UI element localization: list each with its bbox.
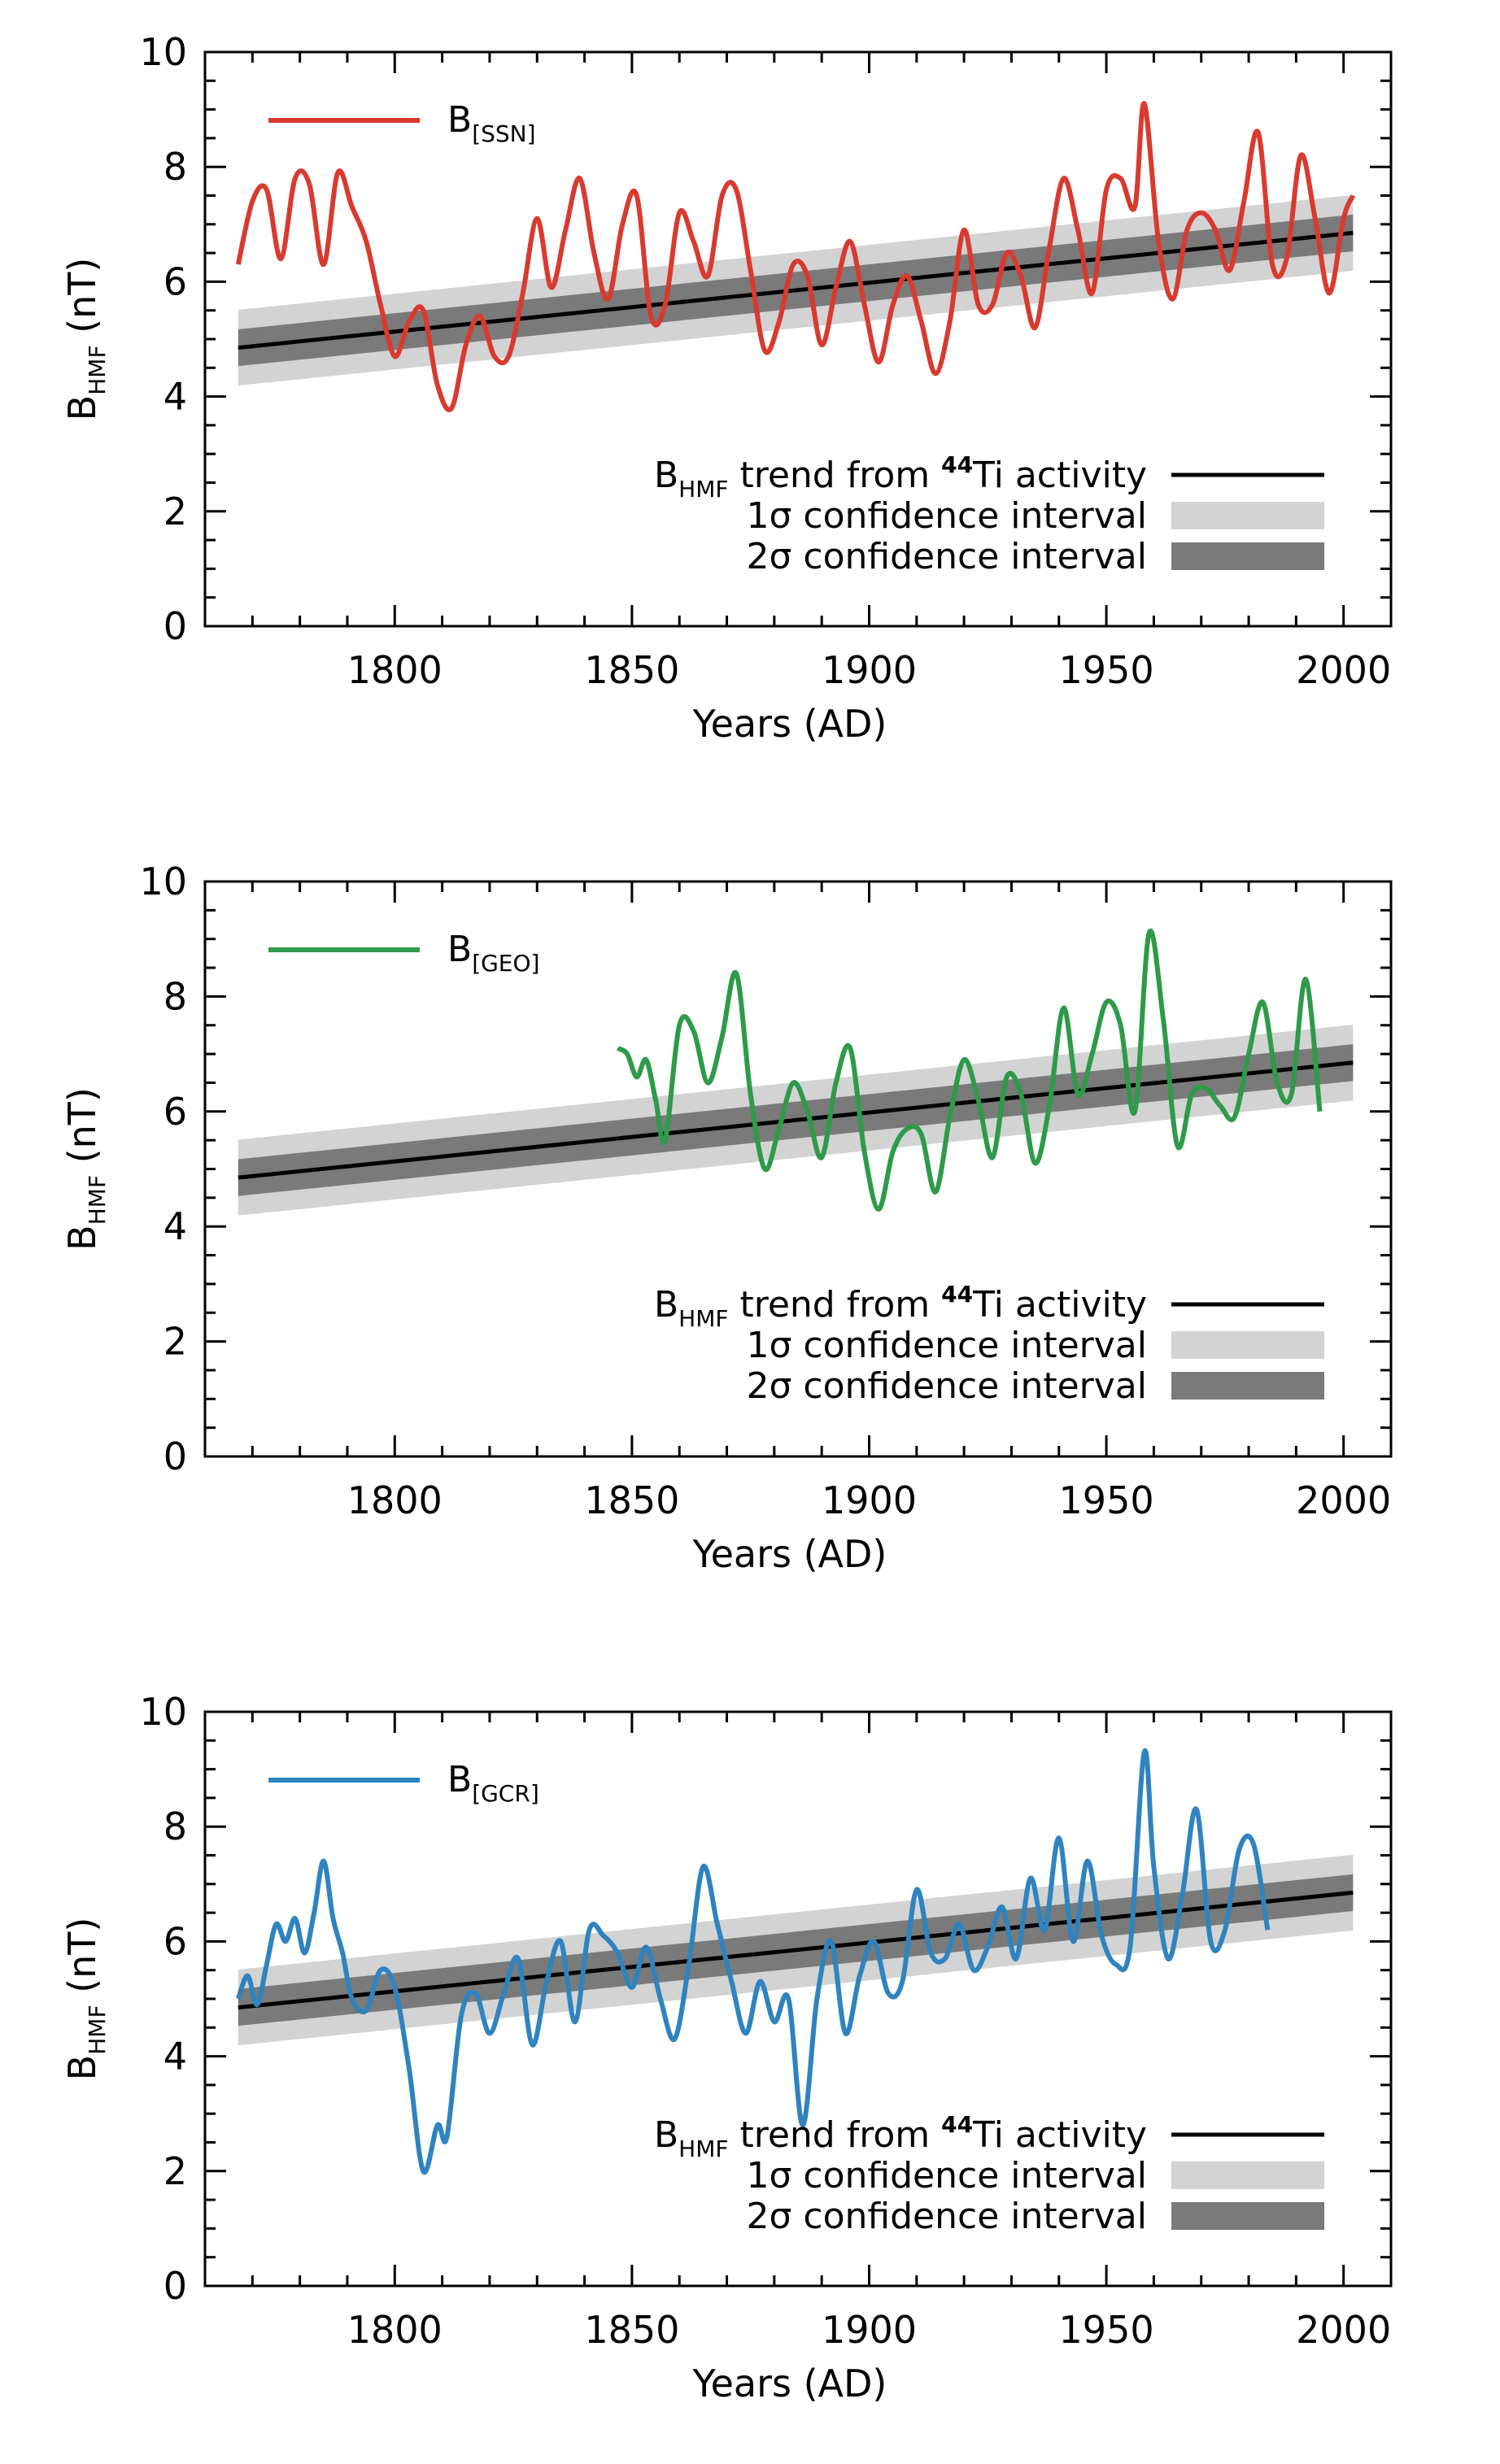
y-tick-label: 0 xyxy=(164,2264,187,2308)
y-tick-label: 10 xyxy=(139,860,187,903)
y-tick-label: 8 xyxy=(164,974,187,1018)
legend-ci1-swatch xyxy=(1171,502,1324,529)
legend-trend-label: BHMF trend from 44Ti activity xyxy=(654,451,1147,503)
y-tick-label: 10 xyxy=(139,30,187,74)
x-tick-label: 1850 xyxy=(584,2308,679,2352)
y-tick-label: 8 xyxy=(164,145,187,189)
x-tick-label: 1800 xyxy=(347,1478,443,1522)
legend-trend-label: BHMF trend from 44Ti activity xyxy=(654,2111,1147,2162)
panel-ssn: 1800 1850 1900 1950 2000 0 2 4 6 8 10 Years (AD) BHM… xyxy=(60,30,1393,746)
x-tick-label: 2000 xyxy=(1296,2308,1391,2352)
x-tick-label: 1900 xyxy=(822,2308,917,2352)
legend-ci2-swatch xyxy=(1171,1372,1324,1400)
legend-ci2-swatch xyxy=(1171,542,1324,570)
y-axis-title: BHMF (nT) xyxy=(60,258,111,421)
series-line xyxy=(235,1748,1271,2175)
x-tick-label: 1800 xyxy=(347,2308,443,2352)
x-tick-label: 1800 xyxy=(347,648,443,692)
x-tick-label: 2000 xyxy=(1296,648,1391,692)
legend-ci1-swatch xyxy=(1171,1331,1324,1359)
legend-ci2-label: 2σ confidence interval xyxy=(747,536,1147,577)
panel-geo: 1800 1850 1900 1950 2000 0 2 4 6 8 10 Years (AD) BHM… xyxy=(60,860,1393,1576)
x-tick-label: 2000 xyxy=(1296,1478,1391,1522)
y-tick-label: 0 xyxy=(164,1434,187,1478)
y-tick-label: 4 xyxy=(164,375,187,419)
y-tick-label: 2 xyxy=(164,1320,187,1364)
legend-ci1-label: 1σ confidence interval xyxy=(747,1325,1147,1366)
x-tick-label: 1850 xyxy=(584,648,679,692)
y-tick-label: 6 xyxy=(164,1919,187,1963)
y-axis-title: BHMF (nT) xyxy=(60,1087,111,1251)
legend-ci1-label: 1σ confidence interval xyxy=(747,2155,1147,2196)
x-tick-label: 1850 xyxy=(584,1478,679,1522)
x-tick-label: 1950 xyxy=(1059,1478,1154,1522)
x-tick-label: 1900 xyxy=(822,648,917,692)
y-tick-label: 4 xyxy=(164,2035,187,2079)
x-tick-label: 1900 xyxy=(822,1478,917,1522)
legend-series-label: B[GEO] xyxy=(447,929,539,977)
panel-gcr: 1800 1850 1900 1950 2000 0 2 4 6 8 10 Years (AD) BHM… xyxy=(60,1690,1393,2405)
x-tick-label: 1950 xyxy=(1059,648,1154,692)
x-axis-title: Years (AD) xyxy=(692,702,887,746)
legend-ci1-swatch xyxy=(1171,2161,1324,2189)
x-tick-label: 1950 xyxy=(1059,2308,1154,2352)
legend-trend-label: BHMF trend from 44Ti activity xyxy=(654,1281,1147,1332)
y-axis-title: BHMF (nT) xyxy=(60,1918,111,2081)
trend-line xyxy=(238,230,1354,350)
legend-series-label: B[GCR] xyxy=(447,1759,539,1807)
x-axis-title: Years (AD) xyxy=(692,1532,887,1576)
y-tick-label: 0 xyxy=(164,604,187,648)
legend-ci2-swatch xyxy=(1171,2202,1324,2230)
y-tick-label: 10 xyxy=(139,1690,187,1734)
legend-ci2-label: 2σ confidence interval xyxy=(747,2196,1147,2237)
y-tick-label: 2 xyxy=(164,490,187,533)
legend-series-label: B[SSN] xyxy=(447,99,536,147)
y-tick-label: 2 xyxy=(164,2149,187,2193)
x-axis-title: Years (AD) xyxy=(692,2362,887,2405)
y-tick-label: 6 xyxy=(164,259,187,303)
y-tick-label: 6 xyxy=(164,1090,187,1134)
y-tick-label: 4 xyxy=(164,1204,187,1248)
series-line xyxy=(616,928,1323,1212)
legend-ci2-label: 2σ confidence interval xyxy=(747,1365,1147,1407)
y-tick-label: 8 xyxy=(164,1804,187,1848)
trend-line xyxy=(238,1890,1354,2010)
series-line xyxy=(235,101,1356,412)
legend-ci1-label: 1σ confidence interval xyxy=(747,495,1147,537)
